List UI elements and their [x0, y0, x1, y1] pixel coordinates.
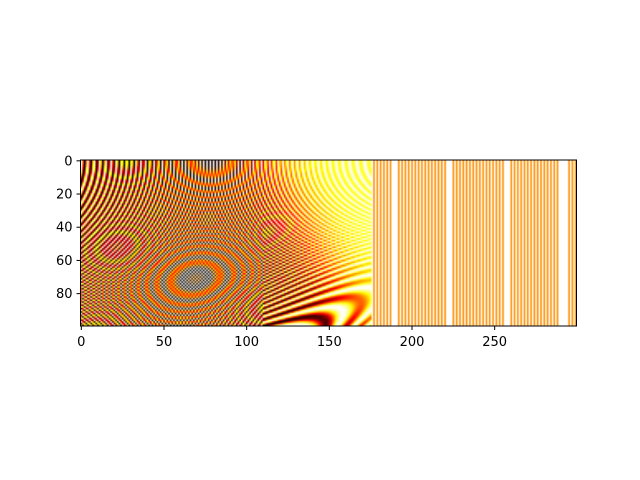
y-tick-label: 80 [56, 287, 73, 302]
x-tick-label: 100 [234, 335, 259, 350]
y-tick-label: 20 [56, 188, 73, 203]
y-tick-label: 0 [64, 154, 72, 169]
x-axis: 0 50 100 150 200 250 [77, 326, 507, 350]
plot-frame [80, 159, 577, 327]
x-tick-label: 250 [482, 335, 507, 350]
x-tick-label: 0 [77, 335, 85, 350]
x-tick-label: 150 [317, 335, 342, 350]
y-tick-label: 60 [56, 254, 73, 269]
heatmap-image [80, 160, 577, 326]
x-tick-label: 200 [400, 335, 425, 350]
x-tick-label: 50 [156, 335, 173, 350]
y-axis: 0 20 40 60 80 [56, 154, 81, 302]
y-tick-label: 40 [56, 221, 73, 236]
plot-area [80, 159, 577, 327]
